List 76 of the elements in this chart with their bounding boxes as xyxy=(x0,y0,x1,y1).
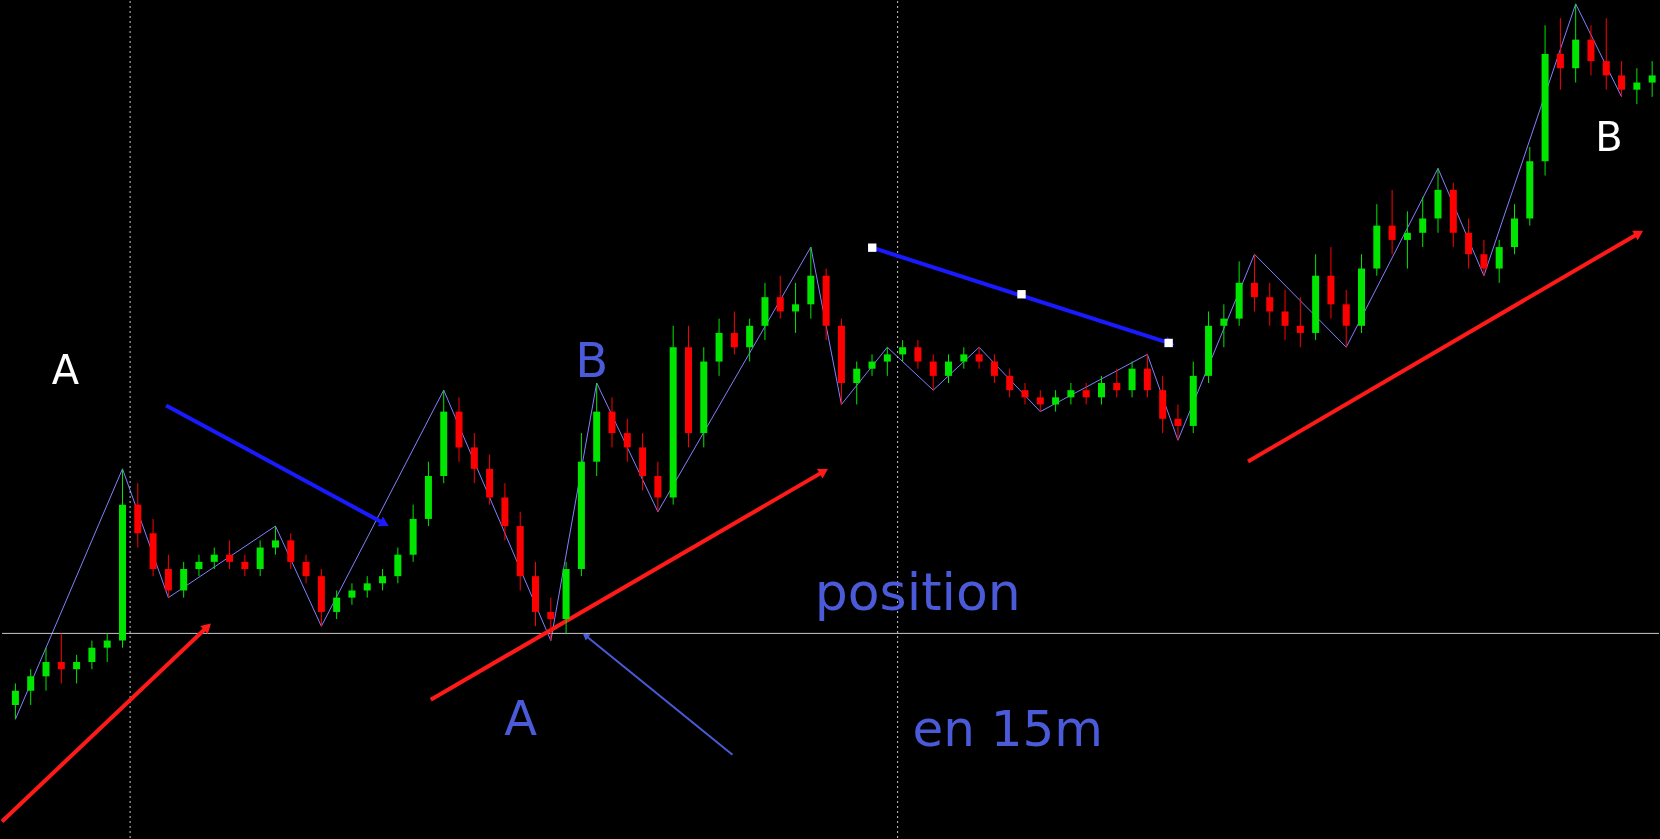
candlestick xyxy=(394,547,402,584)
candlestick xyxy=(1021,382,1029,405)
candlestick xyxy=(1556,17,1564,91)
candlestick xyxy=(271,525,279,556)
candlestick xyxy=(103,632,111,663)
candlestick xyxy=(27,668,35,706)
candlestick xyxy=(1419,196,1427,248)
candlestick xyxy=(1143,353,1151,398)
candlestick xyxy=(608,396,616,448)
candlestick xyxy=(1403,210,1411,270)
candlestick xyxy=(226,539,234,570)
candlestick xyxy=(73,654,81,684)
candlestick xyxy=(88,640,96,670)
candlestick xyxy=(868,353,876,377)
candlestick xyxy=(1388,189,1396,255)
candlestick xyxy=(899,339,907,363)
candlestick xyxy=(1618,60,1626,98)
candlestick xyxy=(945,353,953,384)
candlestick xyxy=(654,461,662,513)
candlestick xyxy=(1097,375,1105,405)
candlestick xyxy=(470,432,478,484)
candlestick xyxy=(1052,389,1060,413)
candlestick xyxy=(1281,289,1289,341)
candlestick xyxy=(1113,368,1121,398)
candlestick xyxy=(180,561,188,599)
candlestick xyxy=(1495,239,1503,284)
candlestick xyxy=(792,282,800,334)
candlestick xyxy=(1648,60,1656,98)
candlestick xyxy=(164,554,172,599)
annotation: B xyxy=(1595,113,1623,160)
candlestick xyxy=(1067,382,1075,405)
annotation: position xyxy=(814,561,1021,622)
candlestick xyxy=(57,632,65,684)
candlestick xyxy=(302,554,310,584)
candlestick xyxy=(1587,24,1595,76)
annotation: en 15m xyxy=(912,700,1104,759)
annotation: B xyxy=(575,332,609,389)
candlestick xyxy=(363,575,371,599)
candlestick xyxy=(210,547,218,570)
candlestick xyxy=(1128,361,1136,398)
candlestick xyxy=(883,346,891,377)
candlestick xyxy=(547,597,555,642)
candlestick xyxy=(348,582,356,606)
candlestick xyxy=(746,318,754,363)
candlestick xyxy=(1465,217,1473,270)
annotation: A xyxy=(504,689,538,746)
candlestick xyxy=(1006,368,1014,398)
candlestick xyxy=(1480,239,1488,277)
candlestick xyxy=(1342,289,1350,348)
candlestick xyxy=(1266,282,1274,327)
candlestick xyxy=(1036,389,1044,413)
candlestick xyxy=(975,346,983,370)
candlestick xyxy=(1602,17,1610,91)
candlestick xyxy=(333,589,341,620)
candlestick xyxy=(287,532,295,570)
candlestick xyxy=(1174,403,1182,441)
annotation: A xyxy=(51,346,80,393)
candlestick xyxy=(776,275,784,320)
candlestick xyxy=(990,353,998,384)
candlestick xyxy=(42,647,50,692)
candlestick xyxy=(623,418,631,463)
candlestick xyxy=(195,554,203,577)
candlestick xyxy=(379,568,387,591)
candlestick xyxy=(241,554,249,577)
candlestick xyxy=(1296,296,1304,348)
candlestick xyxy=(11,682,19,720)
candlestick xyxy=(730,310,738,355)
candlestick xyxy=(1082,382,1090,405)
candlestick xyxy=(1633,67,1641,105)
candlestick xyxy=(853,361,861,405)
candlestick xyxy=(1250,253,1258,312)
candlestick xyxy=(914,339,922,370)
candlestick xyxy=(256,539,264,577)
candlestick xyxy=(960,346,968,370)
candlestick xyxy=(1220,303,1228,348)
candlestick xyxy=(929,353,937,391)
